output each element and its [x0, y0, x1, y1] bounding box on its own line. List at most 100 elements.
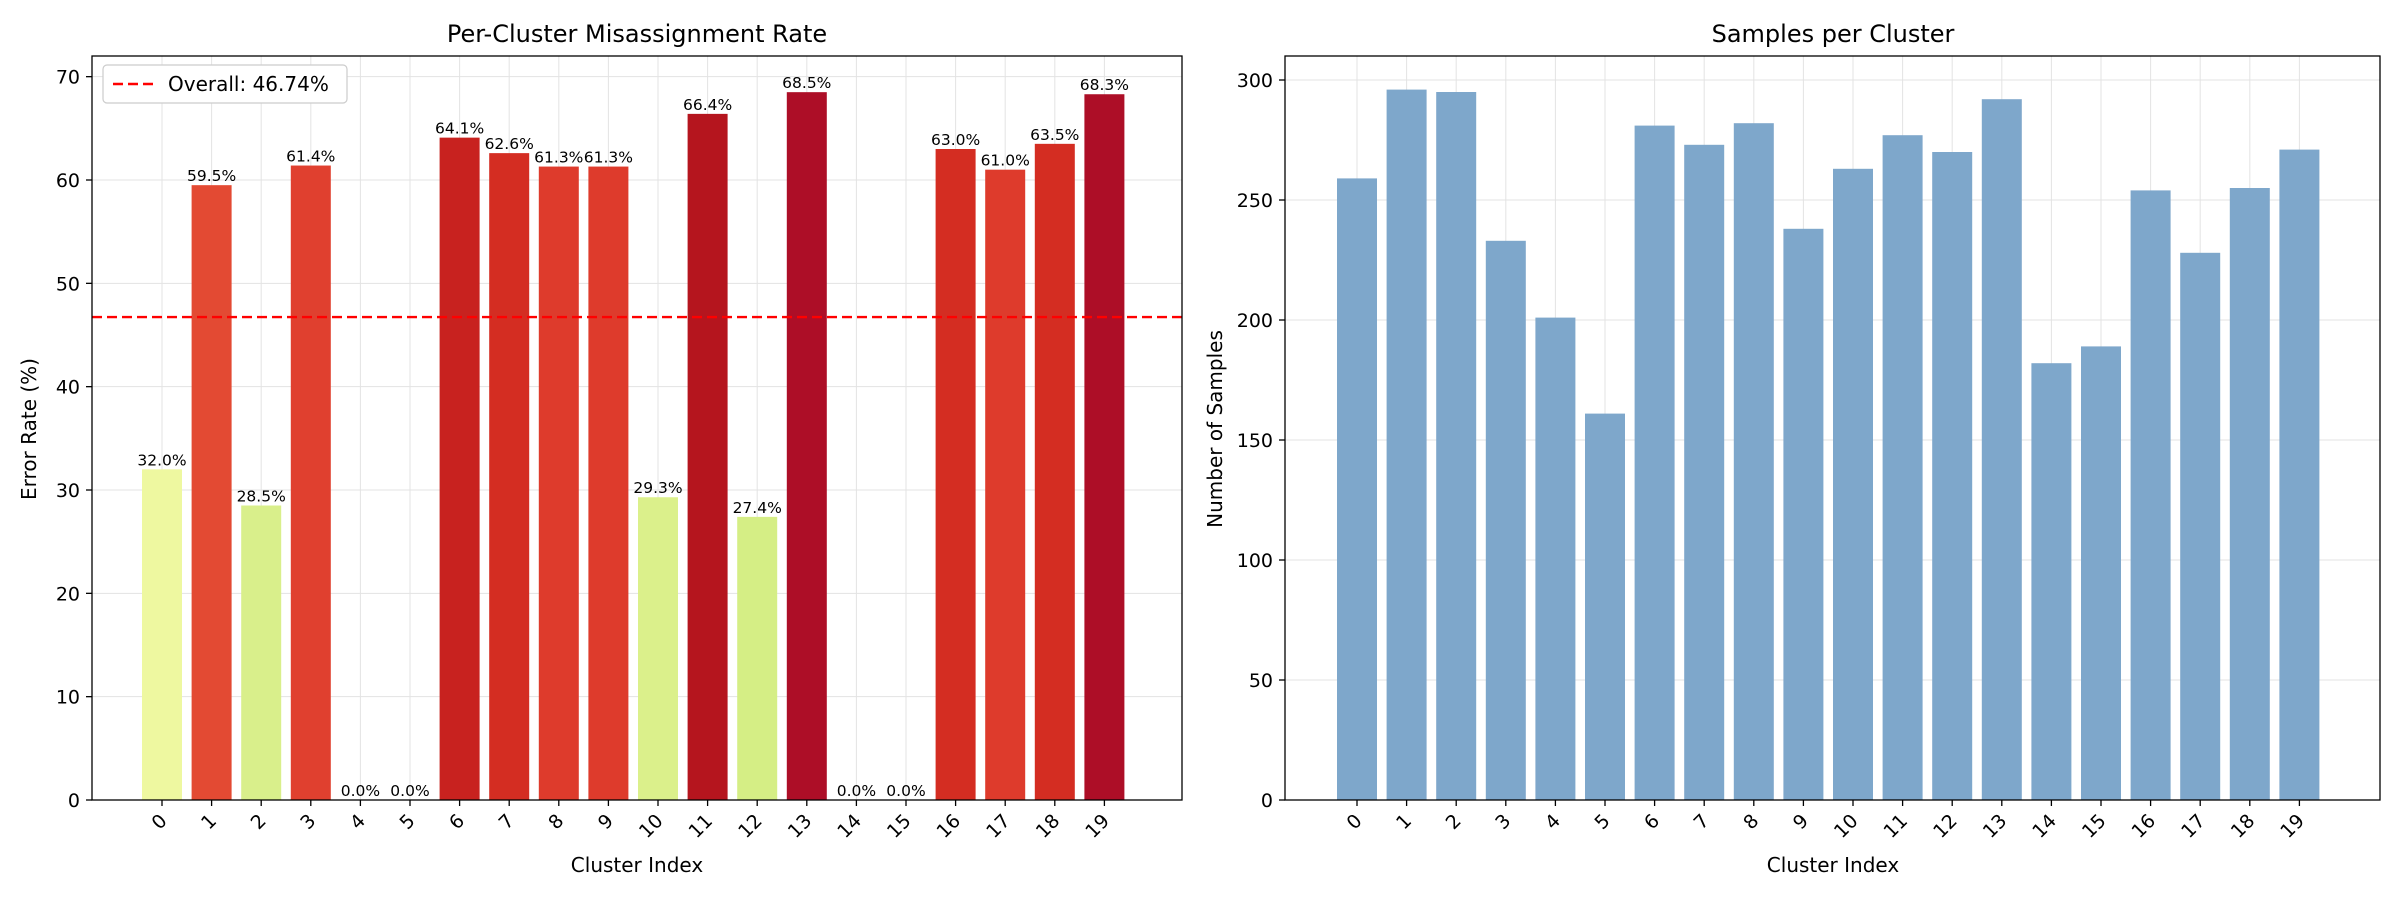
- x-tick-label: 2: [1442, 810, 1466, 834]
- bar: [588, 166, 629, 801]
- y-tick-label: 0: [68, 790, 80, 812]
- axes-frame: [1284, 55, 2381, 801]
- data-label: 32.0%: [137, 451, 186, 469]
- x-tick-label: 18: [1032, 810, 1065, 843]
- x-tick-label: 18: [2227, 810, 2260, 843]
- samples-per-cluster-chart: Samples per Cluster Cluster Index Number…: [1203, 20, 2381, 877]
- bar: [2130, 190, 2171, 800]
- data-label: 28.5%: [237, 488, 286, 506]
- bar: [786, 92, 827, 800]
- bar: [638, 497, 678, 800]
- x-tick-label: 19: [1081, 810, 1114, 843]
- data-labels: 32.0%59.5%28.5%61.4%0.0% 0.0%64.1%62.6%61…: [137, 74, 1129, 800]
- x-tick-label: 1: [197, 810, 221, 834]
- bar: [985, 169, 1026, 800]
- bar: [142, 469, 182, 800]
- x-tick-label: 15: [2078, 810, 2111, 843]
- bar: [290, 165, 331, 801]
- data-label: 61.3%: [584, 149, 633, 167]
- data-label: 61.3%: [534, 149, 583, 167]
- x-tick-label: 5: [1590, 810, 1614, 834]
- x-tick-label: 2: [247, 810, 271, 834]
- data-label: 61.0%: [981, 152, 1030, 170]
- bars: [1337, 89, 2320, 801]
- bar: [2081, 346, 2121, 800]
- data-label: 27.4%: [733, 499, 782, 517]
- bar: [1485, 240, 1526, 801]
- y-tick-label: 70: [56, 67, 80, 89]
- x-tick-label: 6: [1640, 810, 1664, 834]
- y-ticks: 0 50 100 150 200 250 300: [1237, 70, 1285, 812]
- x-tick-label: 11: [1879, 810, 1912, 843]
- x-tick-label: 9: [1789, 810, 1813, 834]
- y-tick-label: 10: [56, 687, 80, 709]
- y-tick-label: 300: [1237, 70, 1273, 92]
- bar: [1733, 123, 1774, 800]
- bar: [439, 137, 480, 801]
- data-label: 63.5%: [1030, 126, 1079, 144]
- x-tick-label: 8: [1739, 810, 1763, 834]
- bar: [1436, 92, 1477, 800]
- bar: [1585, 413, 1625, 800]
- y-tick-label: 0: [1261, 790, 1273, 812]
- bar: [1034, 143, 1075, 801]
- bar: [191, 185, 232, 800]
- data-label: 64.1%: [435, 120, 484, 138]
- data-label: 0.0%: [390, 782, 429, 800]
- x-tick-label: 14: [2028, 810, 2061, 843]
- y-ticks: 0 10 20 30 40 50 60 70: [56, 67, 92, 812]
- data-label: 68.3%: [1080, 76, 1129, 94]
- data-label: 66.4%: [683, 96, 732, 114]
- x-tick-label: 19: [2276, 810, 2309, 843]
- x-axis-label: Cluster Index: [571, 853, 704, 877]
- y-tick-label: 40: [56, 377, 80, 399]
- x-tick-label: 4: [346, 810, 370, 834]
- x-tick-label: 5: [395, 810, 419, 834]
- x-tick-label: 14: [833, 810, 866, 843]
- bar: [538, 166, 579, 801]
- data-label: 0.0%: [837, 782, 876, 800]
- legend-box: [102, 64, 348, 104]
- bar: [241, 505, 282, 800]
- data-label: 0.0%: [341, 782, 380, 800]
- x-tick-label: 13: [784, 810, 817, 843]
- chart-title: Per-Cluster Misassignment Rate: [447, 20, 827, 48]
- y-tick-label: 200: [1237, 310, 1273, 332]
- y-tick-label: 60: [56, 170, 80, 192]
- data-label: 59.5%: [187, 167, 236, 185]
- bar: [1882, 135, 1923, 800]
- x-tick-label: 3: [296, 810, 320, 834]
- bar: [1337, 178, 1377, 800]
- x-tick-label: 15: [883, 810, 916, 843]
- bar: [1084, 94, 1125, 800]
- bar: [1684, 144, 1725, 801]
- x-tick-label: 16: [2127, 810, 2160, 843]
- y-tick-label: 50: [1249, 670, 1273, 692]
- x-tick-label: 8: [544, 810, 568, 834]
- x-tick-label: 6: [445, 810, 469, 834]
- bar: [1634, 125, 1675, 801]
- bar: [2229, 188, 2270, 800]
- data-label: 63.0%: [931, 131, 980, 149]
- bar: [935, 149, 976, 800]
- x-tick-label: 10: [1830, 810, 1863, 843]
- bar: [1386, 89, 1427, 801]
- bar: [1783, 228, 1824, 801]
- x-tick-label: 11: [684, 810, 717, 843]
- x-tick-label: 16: [932, 810, 965, 843]
- x-tick-label: 9: [594, 810, 618, 834]
- x-tick-label: 0: [1342, 810, 1366, 834]
- x-tick-label: 7: [495, 810, 519, 834]
- y-tick-label: 50: [56, 273, 80, 295]
- x-axis-label: Cluster Index: [1767, 853, 1900, 877]
- bar: [687, 113, 728, 800]
- bar: [737, 516, 778, 800]
- legend: Overall: 46.74%: [102, 64, 348, 104]
- bar: [2031, 363, 2072, 800]
- x-ticks: 0 1 2 3 4 5 6 7 8 9 10 11 12 13 14 15 16 17 18 19: [147, 800, 1114, 843]
- x-tick-label: 4: [1541, 810, 1565, 834]
- bar: [1535, 317, 1576, 800]
- y-tick-label: 20: [56, 583, 80, 605]
- data-label: 61.4%: [286, 148, 335, 166]
